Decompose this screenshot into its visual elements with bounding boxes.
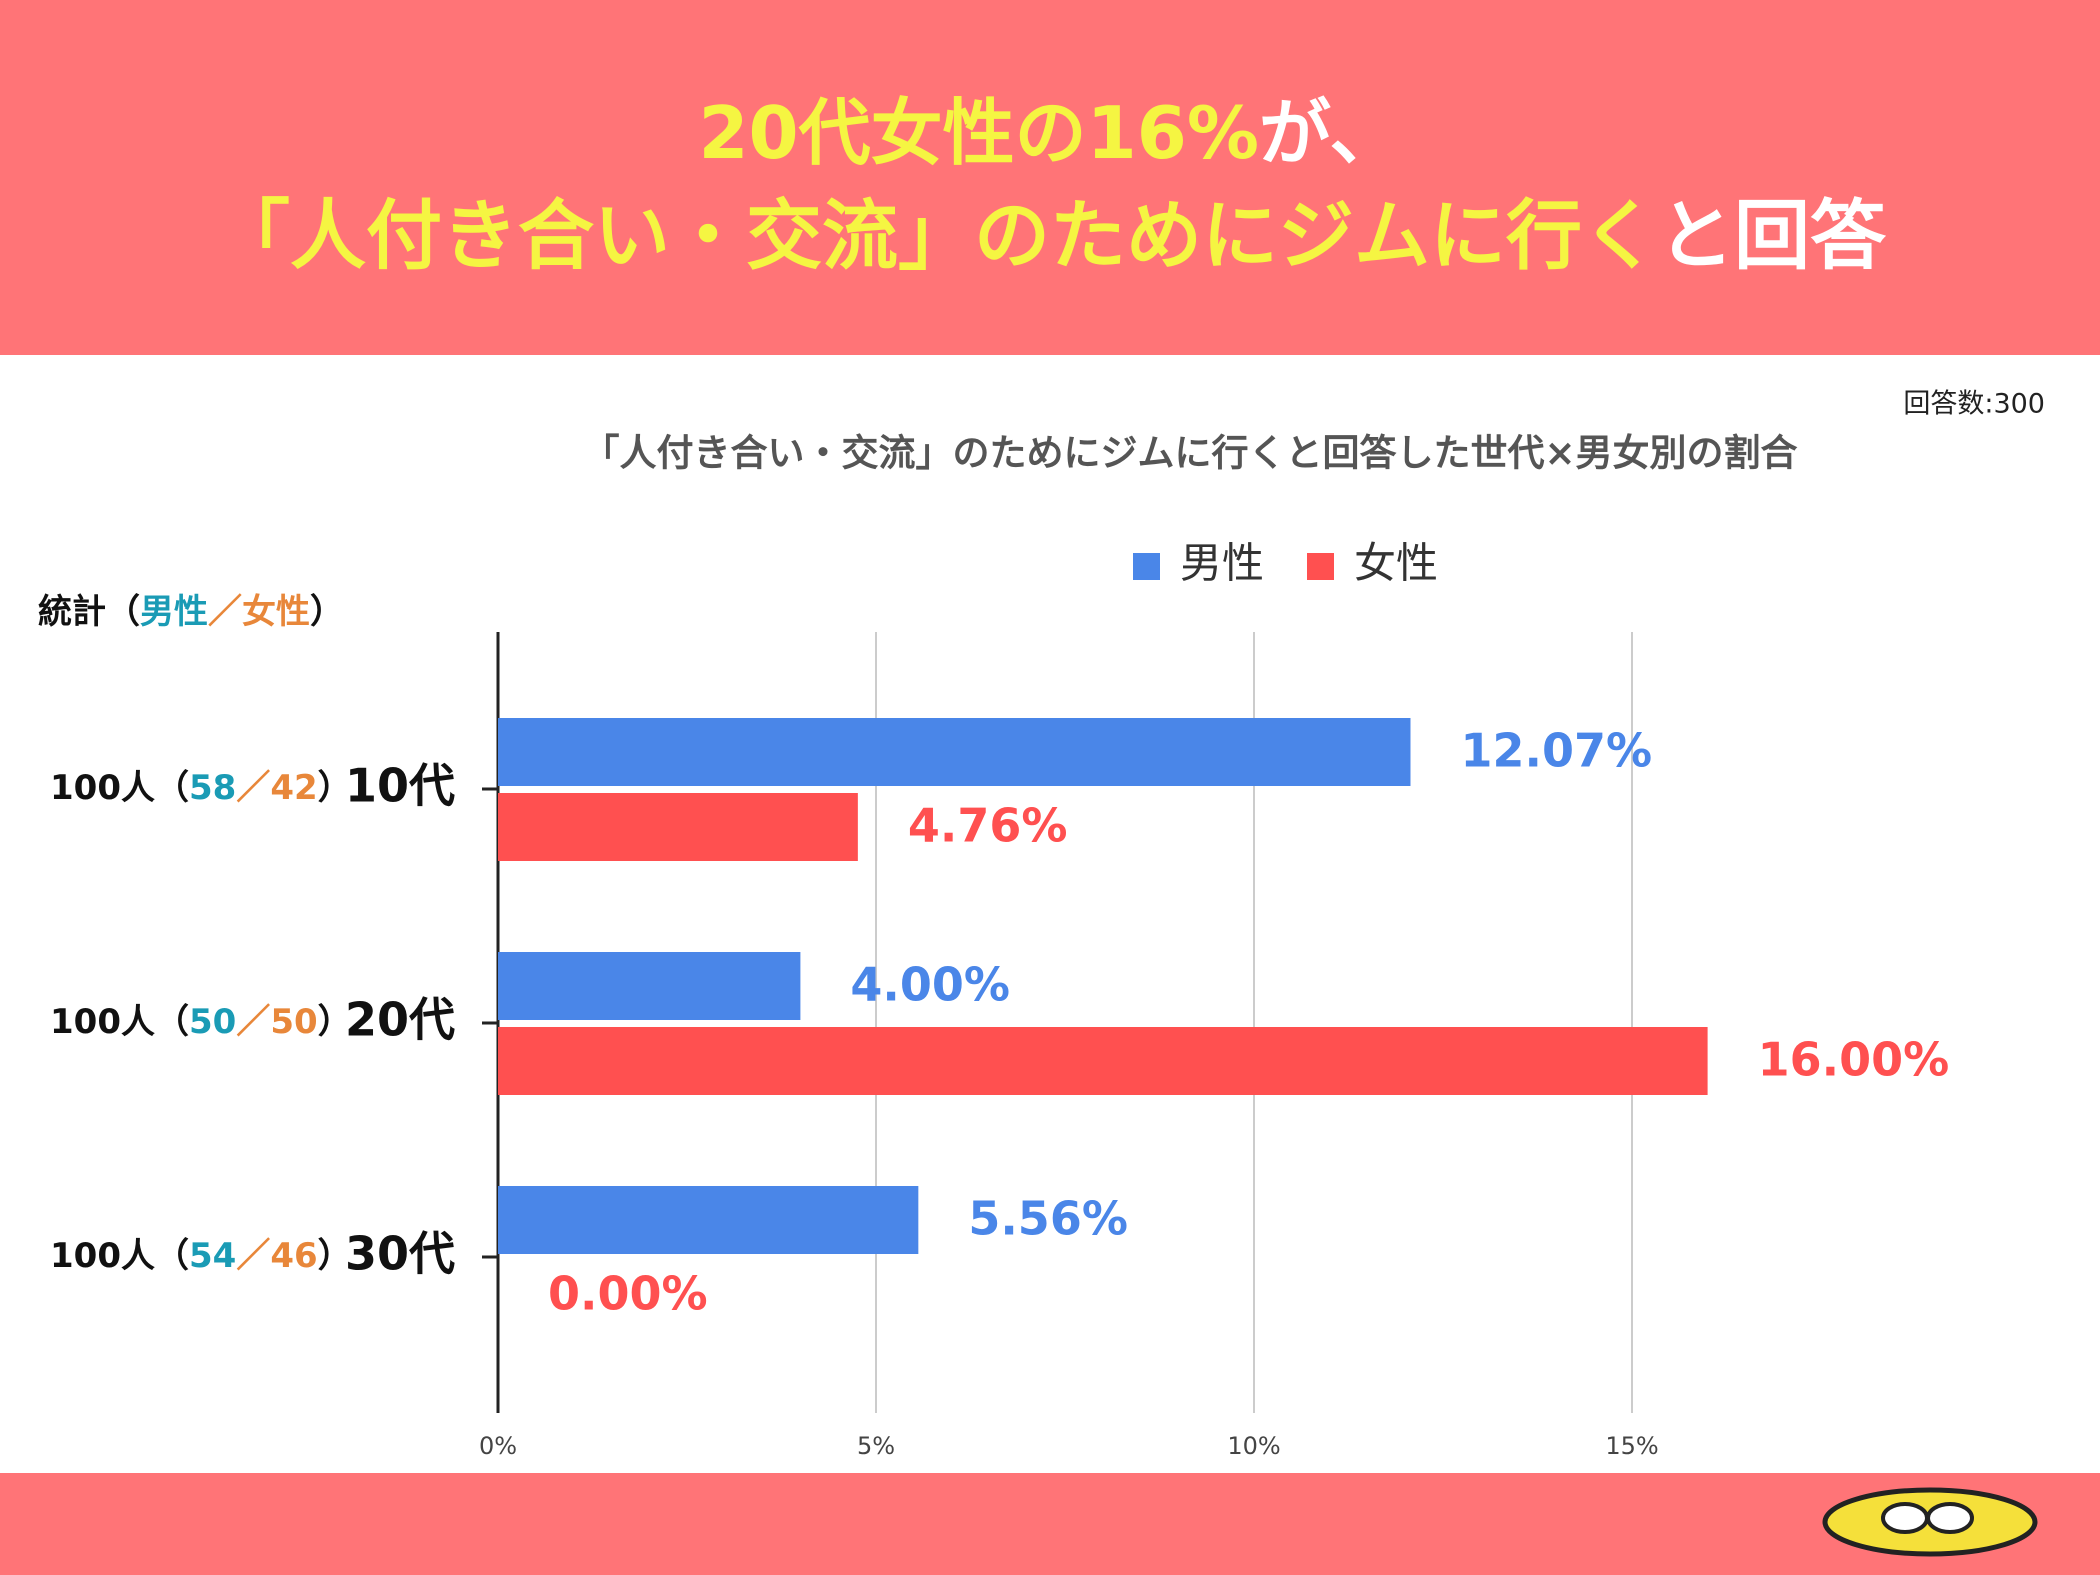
logo xyxy=(1822,1487,2038,1557)
stats-part: （ xyxy=(106,592,140,632)
stats-header: 統計（男性／女性） xyxy=(38,592,344,632)
footer-band xyxy=(0,1473,2100,1575)
value-label: 0.00% xyxy=(548,1267,708,1321)
stats-part: 女性 xyxy=(242,592,310,632)
legend-swatch xyxy=(1307,553,1334,580)
legend-label: 男性 xyxy=(1180,539,1264,588)
stats-part: 54 xyxy=(189,1236,236,1276)
x-tick-label: 10% xyxy=(1227,1432,1280,1460)
stats-part: ／ xyxy=(236,1002,270,1042)
stats-part: 42 xyxy=(270,768,317,808)
legend-label: 女性 xyxy=(1354,539,1438,588)
stats-part: 100人 xyxy=(50,1002,155,1042)
stats-part: （ xyxy=(155,1002,189,1042)
stats-part: ／ xyxy=(236,1236,270,1276)
respondents: 回答数:300 xyxy=(1903,389,2045,420)
stats-part: 統計 xyxy=(38,592,106,632)
headline-part: が、 xyxy=(1259,91,1402,175)
stats-part: 男性 xyxy=(140,592,208,632)
bar xyxy=(498,952,801,1020)
value-label: 16.00% xyxy=(1758,1033,1950,1087)
value-label: 12.07% xyxy=(1460,724,1652,778)
x-tick-label: 0% xyxy=(479,1432,517,1460)
headline: 20代女性の16%が、 xyxy=(698,91,1401,175)
headline-part: 20代女性の16% xyxy=(698,91,1259,175)
stats-part: 100人 xyxy=(50,1236,155,1276)
bar xyxy=(498,793,858,861)
chart-title: 「人付き合い・交流」のためにジムに行くと回答した世代×男女別の割合 xyxy=(582,432,1797,475)
headline-part: 「人付き合い・交流」のためにジムに行く xyxy=(214,191,1658,280)
header-band xyxy=(0,0,2100,355)
legend-swatch xyxy=(1133,553,1160,580)
headline: 「人付き合い・交流」のためにジムに行くと回答 xyxy=(214,191,1887,280)
stats-part: ／ xyxy=(236,768,270,808)
stats-row: 100人（58／42） xyxy=(50,768,352,808)
stats-part: ／ xyxy=(208,592,242,632)
stats-part: ） xyxy=(318,768,352,808)
bar xyxy=(498,718,1411,786)
stats-part: （ xyxy=(155,1236,189,1276)
value-label: 4.00% xyxy=(850,958,1010,1012)
stats-part: 50 xyxy=(189,1002,236,1042)
category-label: 20代 xyxy=(345,993,455,1047)
category-label: 10代 xyxy=(345,759,455,813)
stats-part: 58 xyxy=(189,768,236,808)
stats-part: 50 xyxy=(270,1002,317,1042)
stats-row: 100人（54／46） xyxy=(50,1236,352,1276)
bar xyxy=(498,1186,919,1254)
stats-part: ） xyxy=(318,1002,352,1042)
x-tick-label: 5% xyxy=(857,1432,895,1460)
value-label: 4.76% xyxy=(908,799,1068,853)
value-label: 5.56% xyxy=(968,1192,1128,1246)
stats-row: 100人（50／50） xyxy=(50,1002,352,1042)
category-label: 30代 xyxy=(345,1227,455,1281)
stats-part: 100人 xyxy=(50,768,155,808)
stats-part: ） xyxy=(318,1236,352,1276)
stats-part: （ xyxy=(155,768,189,808)
stats-part: 46 xyxy=(270,1236,317,1276)
stats-part: ） xyxy=(310,592,344,632)
headline-part: と回答 xyxy=(1658,191,1887,280)
bar xyxy=(498,1027,1708,1095)
x-tick-label: 15% xyxy=(1605,1432,1658,1460)
